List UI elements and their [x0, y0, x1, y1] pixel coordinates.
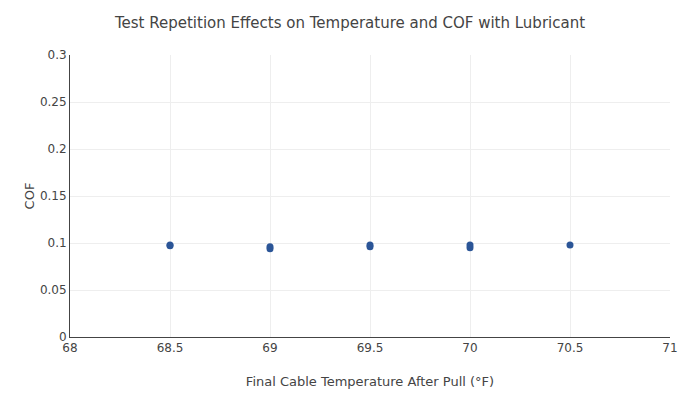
svg-text:70.5: 70.5 [557, 341, 584, 355]
svg-text:69.5: 69.5 [357, 341, 384, 355]
svg-text:68: 68 [62, 341, 77, 355]
svg-text:71: 71 [662, 341, 677, 355]
svg-text:0.05: 0.05 [40, 283, 67, 297]
svg-text:0.25: 0.25 [40, 95, 67, 109]
svg-text:0.2: 0.2 [48, 142, 67, 156]
svg-text:70: 70 [462, 341, 477, 355]
svg-text:Final Cable Temperature After: Final Cable Temperature After Pull (°F) [246, 374, 494, 389]
svg-text:0.15: 0.15 [40, 189, 67, 203]
svg-text:0.3: 0.3 [48, 48, 67, 62]
svg-text:Test Repetition Effects on Tem: Test Repetition Effects on Temperature a… [114, 14, 585, 32]
svg-text:69: 69 [262, 341, 277, 355]
svg-text:68.5: 68.5 [157, 341, 184, 355]
svg-text:COF: COF [22, 183, 37, 210]
svg-text:0.1: 0.1 [48, 236, 67, 250]
svg-text:0: 0 [59, 330, 67, 344]
